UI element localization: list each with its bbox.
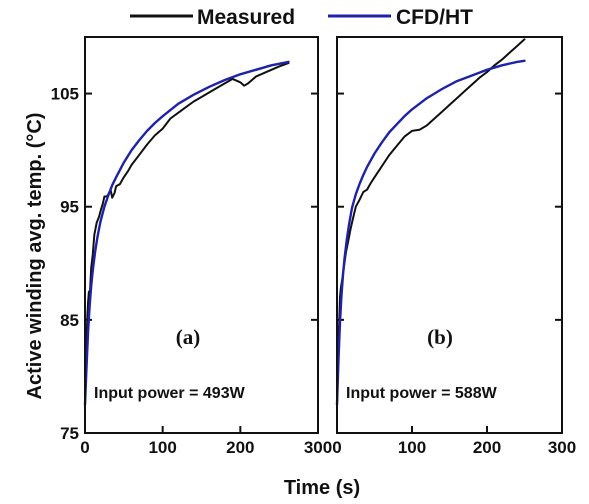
panel-a-label: (a) — [176, 325, 201, 349]
panel-a-series — [83, 60, 290, 406]
panel-b-ticks: 0 100 200 300 — [332, 92, 576, 457]
panel-b-x-tick-label: 0 — [332, 438, 341, 457]
panel-a-measured-line — [84, 62, 290, 406]
panel-b-cfd-line — [335, 59, 526, 406]
panel-b-measured-line — [336, 38, 526, 406]
legend-label-cfd: CFD/HT — [396, 6, 473, 29]
panel-b-x-tick-label: 300 — [548, 438, 576, 457]
panel-a-cfd-line — [83, 60, 290, 406]
panel-b-series — [335, 38, 526, 406]
panel-b-frame — [336, 36, 563, 434]
panel-a-x-tick-label: 200 — [226, 438, 254, 457]
panel-b-annotation: Input power = 588W — [346, 385, 498, 402]
panel-b-label: (b) — [427, 325, 453, 349]
panel-a-y-tick-label: 85 — [60, 311, 79, 330]
panel-a-annotation: Input power = 493W — [94, 385, 246, 402]
panel-b-x-tick-label: 100 — [398, 438, 426, 457]
panel-b-plot: 0 100 200 300 (b) Input power = 588W — [332, 36, 576, 457]
legend-label-measured: Measured — [197, 6, 295, 29]
y-axis-title: Active winding avg. temp. (°C) — [24, 113, 46, 400]
panel-a-x-tick-label: 300 — [304, 438, 332, 457]
panel-a-x-tick-label: 100 — [148, 438, 176, 457]
panel-a-y-tick-label: 75 — [60, 424, 79, 443]
panel-a-x-tick-label: 0 — [80, 438, 89, 457]
legend: Measured CFD/HT — [130, 6, 473, 29]
panel-b-x-tick-label: 200 — [473, 438, 501, 457]
panel-a-frame — [84, 36, 319, 434]
panel-a-y-tick-label: 95 — [60, 198, 79, 217]
panel-a-y-tick-label: 105 — [51, 85, 79, 104]
x-axis-title: Time (s) — [284, 477, 360, 499]
panel-a-plot: 0 100 200 300 75 85 95 105 (a) Input power = 49… — [51, 36, 332, 457]
